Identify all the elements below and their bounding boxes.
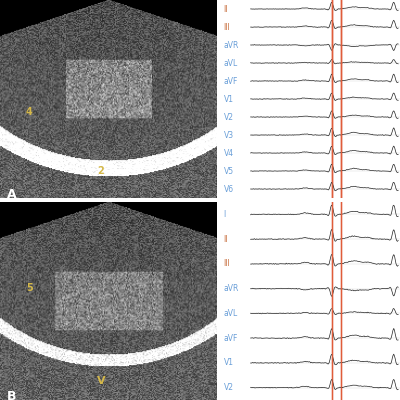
Text: aVF: aVF (224, 76, 238, 86)
Text: II: II (224, 235, 228, 244)
Text: aVR: aVR (224, 284, 239, 293)
Text: V4: V4 (224, 148, 234, 158)
Text: B: B (6, 390, 16, 400)
Text: 4: 4 (26, 107, 33, 117)
Text: III: III (224, 259, 230, 268)
Text: aVL: aVL (224, 309, 238, 318)
Text: 5: 5 (26, 283, 33, 293)
Text: aVL: aVL (224, 58, 238, 68)
Text: V: V (97, 376, 106, 386)
Text: V1: V1 (224, 358, 234, 367)
Text: aVR: aVR (224, 40, 239, 50)
Text: aVF: aVF (224, 334, 238, 343)
Text: V6: V6 (224, 184, 234, 194)
Text: V3: V3 (224, 130, 234, 140)
Text: V1: V1 (224, 94, 234, 104)
Text: V2: V2 (224, 112, 234, 122)
Text: II: II (224, 4, 228, 14)
Text: V2: V2 (224, 383, 234, 392)
Text: V5: V5 (224, 166, 234, 176)
Text: 2: 2 (97, 166, 104, 176)
Text: A: A (6, 188, 16, 201)
Text: I: I (224, 210, 226, 219)
Text: III: III (224, 22, 230, 32)
